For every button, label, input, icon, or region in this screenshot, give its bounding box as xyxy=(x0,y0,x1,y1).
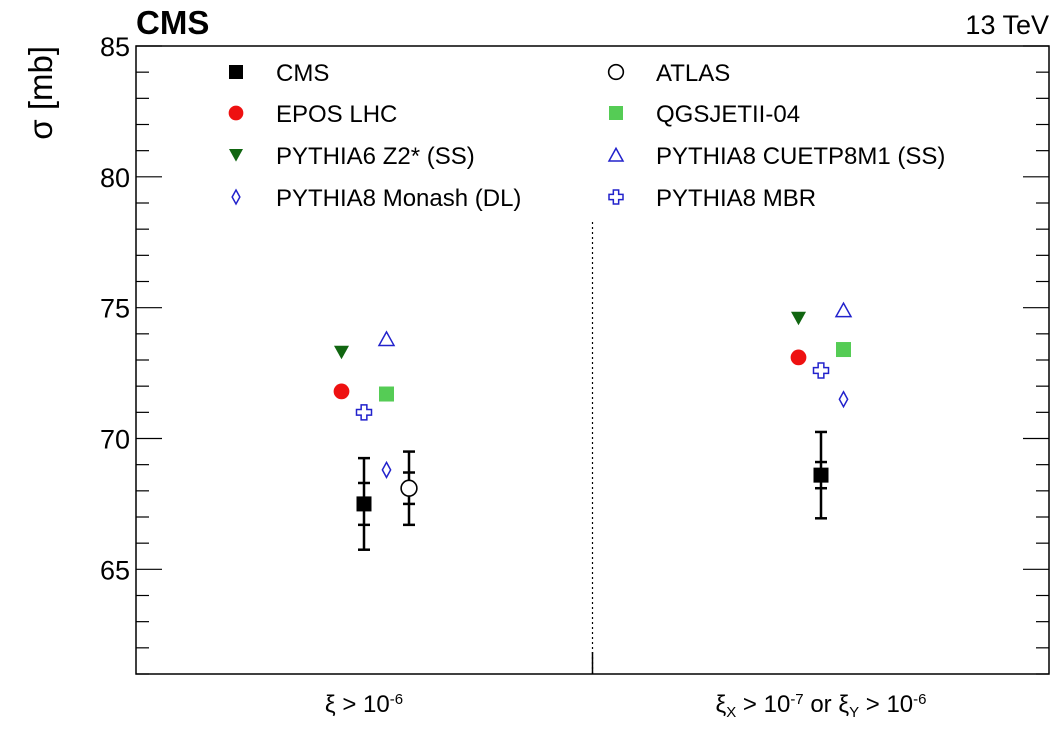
x-category-label-part: -6 xyxy=(390,691,403,708)
legend-label-pythia8-mbr: PYTHIA8 MBR xyxy=(656,185,816,212)
point-epos-lhc xyxy=(790,349,807,366)
point-pythia8-mbr xyxy=(355,404,373,421)
point-atlas xyxy=(400,479,418,497)
x-category-label-part: -7 xyxy=(790,691,803,708)
legend-marker-atlas xyxy=(607,63,625,81)
legend-entry-pythia8-mbr: PYTHIA8 MBR xyxy=(608,185,816,212)
point-qgsjetii-04 xyxy=(836,342,851,358)
legend-marker-pythia8-cuetp8m1-ss xyxy=(607,146,625,162)
point-cms xyxy=(813,467,829,483)
legend-marker-qgsjetii-04 xyxy=(609,106,623,120)
y-tick-label: 75 xyxy=(100,294,130,324)
energy-label: 13 TeV xyxy=(965,10,1049,40)
point-epos-lhc xyxy=(333,383,350,400)
legend-marker-epos-lhc xyxy=(228,105,244,121)
x-category-label: ξX > 10-7 or ξY > 10-6 xyxy=(716,691,927,721)
x-category-label-part: or ξ xyxy=(804,691,850,718)
x-category-label-part: Y xyxy=(849,704,859,721)
legend-label-pythia6-z2-ss: PYTHIA6 Z2* (SS) xyxy=(276,143,475,170)
x-category-label-part: ξ > 10 xyxy=(325,691,390,718)
point-pythia8-mbr xyxy=(812,362,830,379)
y-tick-label: 65 xyxy=(100,555,130,585)
x-category-label-part: ξ xyxy=(716,691,727,718)
x-category-label-part: > 10 xyxy=(736,691,790,718)
experiment-label: CMS xyxy=(136,4,209,41)
y-tick-label: 70 xyxy=(100,425,130,455)
legend-marker-pythia8-monash-dl xyxy=(231,188,241,206)
legend-label-atlas: ATLAS xyxy=(656,60,730,87)
y-axis-label: σ [mb] xyxy=(22,46,59,140)
y-tick-label: 80 xyxy=(100,163,130,193)
legend-label-qgsjetii-04: QGSJETII-04 xyxy=(656,101,800,128)
legend-label-cms: CMS xyxy=(276,60,329,87)
legend-label-epos-lhc: EPOS LHC xyxy=(276,101,397,128)
legend-entry-cms: CMS xyxy=(229,60,329,87)
point-pythia8-monash-dl xyxy=(381,460,392,479)
x-category-label-part: -6 xyxy=(913,691,926,708)
point-pythia8-cuetp8m1-ss xyxy=(834,301,853,318)
x-category-label: ξ > 10-6 xyxy=(325,691,403,718)
legend-marker-pythia6-z2-ss xyxy=(229,149,243,162)
point-cms xyxy=(356,496,372,512)
point-pythia8-monash-dl xyxy=(838,390,849,409)
legend-label-pythia8-monash-dl: PYTHIA8 Monash (DL) xyxy=(276,185,521,212)
legend-entry-pythia6-z2-ss: PYTHIA6 Z2* (SS) xyxy=(229,143,475,170)
point-pythia6-z2-ss xyxy=(334,345,349,360)
point-pythia6-z2-ss xyxy=(791,311,806,326)
x-category-label-part: X xyxy=(726,704,736,721)
legend-marker-pythia8-mbr xyxy=(608,189,624,205)
y-tick-label: 85 xyxy=(100,32,130,62)
legend-label-pythia8-cuetp8m1-ss: PYTHIA8 CUETP8M1 (SS) xyxy=(656,143,945,170)
legend-entry-pythia8-monash-dl: PYTHIA8 Monash (DL) xyxy=(231,185,521,212)
legend-entry-qgsjetii-04: QGSJETII-04 xyxy=(609,101,800,128)
legend-entry-pythia8-cuetp8m1-ss: PYTHIA8 CUETP8M1 (SS) xyxy=(607,143,945,170)
x-category-label-part: > 10 xyxy=(859,691,913,718)
point-pythia8-cuetp8m1-ss xyxy=(377,330,396,347)
legend-entry-atlas: ATLAS xyxy=(607,60,730,87)
plot-frame xyxy=(135,45,1050,675)
legend-entry-epos-lhc: EPOS LHC xyxy=(228,101,397,128)
point-qgsjetii-04 xyxy=(379,386,394,402)
legend-marker-cms xyxy=(229,65,243,79)
